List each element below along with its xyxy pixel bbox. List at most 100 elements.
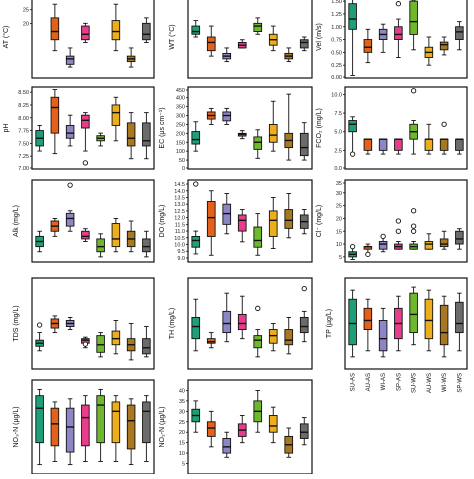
panel-13-box-sp-ws bbox=[142, 401, 151, 444]
panel-9-outlier-su-ws bbox=[410, 208, 417, 214]
panel-9-outlier-su-as bbox=[349, 243, 356, 250]
panel-11-box-sp-ws bbox=[299, 316, 309, 334]
category-label-au-as: AU-AS bbox=[366, 373, 372, 391]
panel-9-tick-label: 35 bbox=[336, 181, 342, 187]
panel-4-tick-label: 8.50 bbox=[18, 90, 29, 96]
panel-5-tick-label: 0 bbox=[182, 166, 185, 172]
panel-9-tick-label: 20 bbox=[336, 216, 342, 222]
panel-8-tick-label: 10.5 bbox=[174, 236, 185, 242]
panel-11-box-su-ws bbox=[253, 335, 263, 349]
panel-9-outlier-su-ws bbox=[410, 228, 417, 234]
panel-9-tick-label: 30 bbox=[336, 191, 342, 197]
panel-3-tick-label: 0.75 bbox=[331, 38, 342, 44]
panel-8-tick-label: 12.0 bbox=[174, 216, 185, 222]
panel-5-frame bbox=[187, 86, 313, 170]
panel-5-box-su-ws bbox=[253, 136, 263, 150]
panel-5-box-su-as bbox=[191, 131, 201, 145]
panel-13-box-su-as bbox=[35, 395, 44, 444]
panel-14-box-au-as bbox=[206, 421, 216, 437]
panel-5-tick-label: 300 bbox=[176, 114, 185, 120]
panel-8-frame bbox=[187, 179, 313, 263]
panel-11-box-au-as bbox=[206, 338, 216, 344]
panel-4-box-sp-as bbox=[81, 114, 90, 129]
panel-11-box-sp-as bbox=[237, 313, 247, 331]
panel-12-box-au-ws bbox=[424, 298, 434, 340]
panel-7-box-au-ws bbox=[111, 223, 121, 248]
panel-3-tick-label: 0.00 bbox=[331, 75, 342, 81]
panel-9-outlier-wi-as bbox=[380, 233, 386, 240]
category-label-su-as: SU-AS bbox=[351, 373, 357, 391]
panel-7-box-su-ws bbox=[96, 238, 105, 253]
panel-3-box-su-ws bbox=[409, 0, 418, 35]
panel-3-outlier-sp-as bbox=[395, 1, 402, 7]
panel-12-frame bbox=[344, 277, 468, 370]
panel-14-tick-label: 40 bbox=[179, 388, 185, 394]
category-label-wi-as: WI-AS bbox=[381, 373, 387, 390]
panel-9-box-sp-ws bbox=[455, 230, 464, 245]
panel-3-tick-label: 1.50 bbox=[331, 0, 342, 5]
panel-6-box-wi-ws bbox=[439, 138, 449, 151]
panel-6-box-su-as bbox=[348, 120, 357, 133]
panel-3-frame bbox=[344, 0, 468, 79]
panel-8-tick-label: 10.0 bbox=[174, 243, 185, 249]
panel-4-tick-label: 7.50 bbox=[18, 141, 29, 147]
panel-8-tick-label: 11.0 bbox=[175, 229, 185, 235]
panel-12-box-su-ws bbox=[409, 292, 418, 334]
panel-10-frame bbox=[31, 277, 155, 370]
panel-6-y-axis-label: FCO₂ (mg/L) bbox=[316, 108, 323, 148]
panel-6-box-au-as bbox=[363, 138, 373, 151]
panel-3-y-axis-label: Vel (m/s) bbox=[316, 23, 323, 51]
panel-4-box-sp-ws bbox=[142, 122, 151, 147]
panel-5-tick-label: 450 bbox=[176, 88, 185, 94]
category-label-sp-as: SP-AS bbox=[396, 373, 402, 391]
panel-9-tick-label: 15 bbox=[336, 229, 342, 235]
panel-8-outlier-su-as bbox=[193, 181, 199, 187]
panel-3-tick-label: 0.25 bbox=[331, 63, 342, 69]
panel-4-frame bbox=[31, 86, 155, 170]
panel-2-box-au-as bbox=[206, 36, 216, 52]
panel-2-y-axis-label: WT (°C) bbox=[168, 24, 176, 49]
panel-14-tick-label: 25 bbox=[179, 420, 185, 426]
panel-6-outlier-su-ws bbox=[410, 88, 417, 94]
panel-13-box-wi-as bbox=[65, 407, 75, 453]
panel-7-frame bbox=[31, 179, 155, 263]
panel-5-box-au-ws bbox=[268, 123, 278, 143]
panel-12-box-wi-as bbox=[378, 320, 388, 352]
panel-1-tick-label: 25 bbox=[23, 8, 29, 14]
panel-14-tick-label: 35 bbox=[179, 399, 185, 405]
panel-4-tick-label: 8.00 bbox=[18, 116, 29, 122]
panel-13-y-axis-label: NO₃-N (µg/L) bbox=[13, 406, 20, 447]
panel-1-box-au-ws bbox=[111, 20, 121, 41]
panel-5-tick-label: 50 bbox=[179, 158, 185, 164]
panel-12-y-axis-label: TP (µg/L) bbox=[326, 309, 333, 338]
panel-6-tick-label: 7.5 bbox=[334, 111, 342, 117]
panel-6-box-wi-as bbox=[378, 138, 388, 151]
panel-9-outlier-au-as bbox=[365, 251, 371, 257]
panel-8-tick-label: 11.5 bbox=[175, 222, 185, 228]
panel-3-box-sp-ws bbox=[455, 26, 464, 41]
panel-6-tick-label: 0.0 bbox=[334, 166, 342, 172]
panel-11-box-au-ws bbox=[268, 329, 278, 344]
panel-8-y-axis-label: DO (mg/L) bbox=[159, 205, 166, 238]
panel-10-outlier-sp-as bbox=[82, 341, 89, 347]
category-label-sp-ws: SP-WS bbox=[457, 373, 463, 393]
panel-10-box-su-ws bbox=[96, 335, 105, 353]
panel-1-box-sp-as bbox=[81, 25, 90, 41]
panel-12-box-wi-ws bbox=[439, 304, 449, 346]
panel-8-box-au-as bbox=[206, 201, 216, 237]
panel-3-tick-label: 0.50 bbox=[331, 50, 342, 56]
panel-4-tick-label: 7.75 bbox=[18, 129, 29, 135]
panel-3-tick-label: 1.25 bbox=[331, 12, 342, 18]
panel-1-frame bbox=[31, 0, 155, 79]
panel-8-tick-label: 14.0 bbox=[174, 189, 185, 195]
panel-1-box-wi-as bbox=[65, 55, 75, 65]
panel-4-box-au-as bbox=[50, 96, 60, 134]
panel-11-box-wi-as bbox=[222, 310, 232, 334]
category-label-au-ws: AU-WS bbox=[427, 373, 433, 393]
panel-5-tick-label: 200 bbox=[176, 131, 185, 137]
panel-3-box-au-as bbox=[363, 39, 373, 53]
panel-13-box-su-ws bbox=[96, 395, 105, 444]
panel-5-tick-label: 350 bbox=[176, 105, 185, 111]
panel-4-tick-label: 7.00 bbox=[18, 166, 29, 172]
panel-3-box-su-as bbox=[348, 3, 357, 30]
